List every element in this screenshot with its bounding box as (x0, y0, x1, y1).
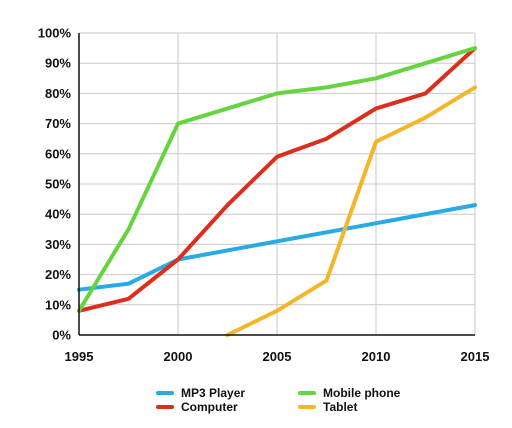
y-tick-label: 40% (45, 207, 71, 222)
legend-label: MP3 Player (181, 386, 245, 400)
legend-item-computer: Computer (156, 400, 238, 414)
x-tick-label: 2015 (461, 349, 490, 364)
legend-item-mp3-player: MP3 Player (156, 386, 245, 400)
y-tick-label: 50% (45, 177, 71, 192)
y-tick-label: 70% (45, 116, 71, 131)
y-tick-label: 60% (45, 146, 71, 161)
x-axis-ticks: 1995 2000 2005 2010 2015 (65, 349, 490, 364)
y-tick-label: 0% (52, 328, 71, 343)
x-tick-label: 2000 (164, 349, 193, 364)
series-line-tablet (225, 85, 477, 337)
legend-item-tablet: Tablet (298, 400, 357, 414)
series-lines (77, 46, 477, 337)
y-tick-label: 80% (45, 86, 71, 101)
y-tick-label: 10% (45, 297, 71, 312)
x-tick-label: 2010 (362, 349, 391, 364)
y-tick-label: 20% (45, 267, 71, 282)
legend-label: Computer (181, 400, 238, 414)
y-tick-label: 100% (38, 26, 72, 41)
legend-label: Tablet (323, 400, 357, 414)
y-tick-label: 90% (45, 56, 71, 71)
series-line-mobile-phone (77, 46, 477, 313)
x-tick-label: 2005 (263, 349, 292, 364)
axes (78, 33, 475, 336)
x-tick-label: 1995 (65, 349, 94, 364)
series-line-mp3-player (77, 203, 477, 292)
legend-item-mobile-phone: Mobile phone (298, 386, 401, 400)
legend-label: Mobile phone (323, 386, 401, 400)
y-tick-label: 30% (45, 237, 71, 252)
series-line-computer (77, 46, 477, 313)
y-axis-ticks: 0% 10% 20% 30% 40% 50% 60% 70% 80% 90% 100% (38, 26, 72, 343)
